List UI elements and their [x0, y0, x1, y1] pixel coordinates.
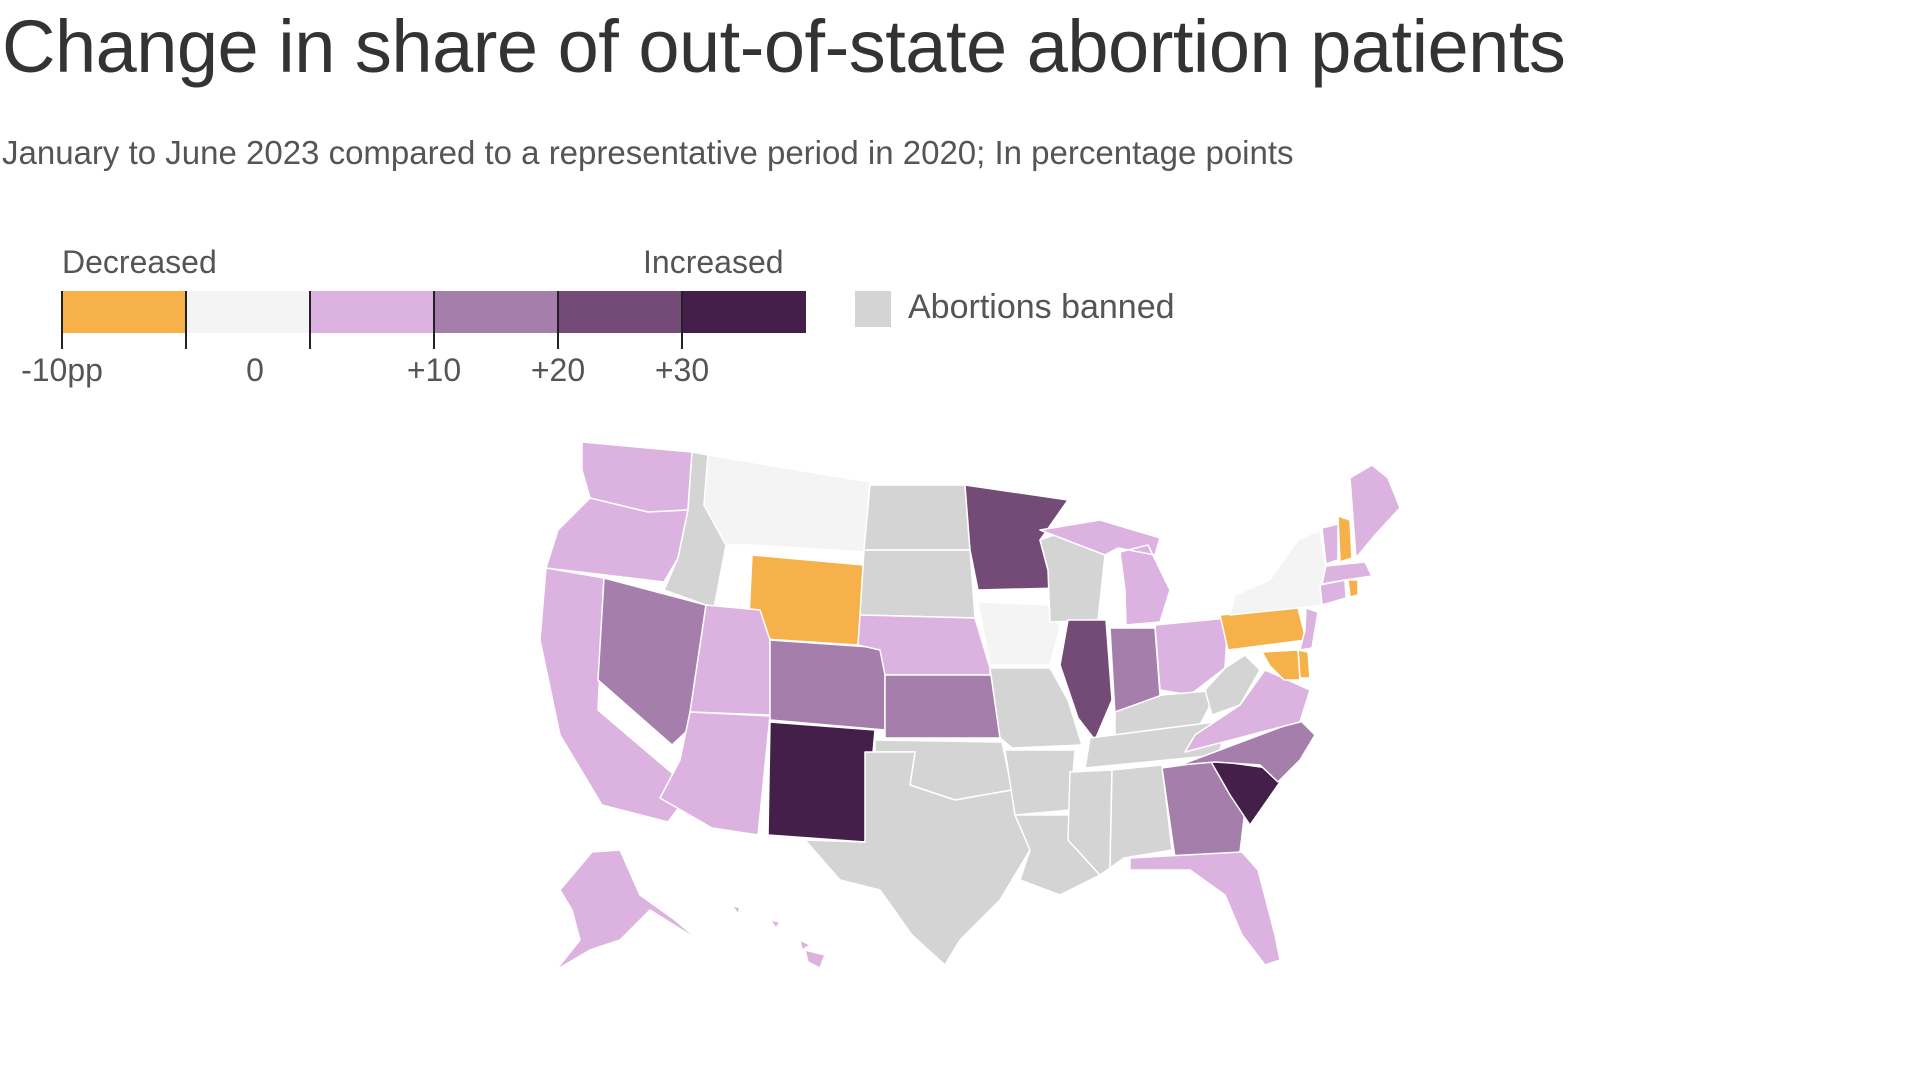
state-wv — [1204, 654, 1261, 716]
state-co — [769, 639, 886, 731]
state-ia — [977, 601, 1061, 666]
state-mi — [1039, 519, 1171, 626]
legend-tick-mark — [61, 291, 63, 349]
state-sc — [1209, 759, 1281, 826]
legend-tick-label: -10pp — [21, 352, 103, 388]
state-md — [1261, 649, 1301, 681]
legend-swatch-up20to30 — [558, 291, 682, 333]
state-nm — [767, 721, 876, 843]
state-or — [545, 497, 689, 583]
state-mt — [703, 454, 871, 553]
legend-swatch-decrease — [62, 291, 186, 333]
legend-banned-swatch — [855, 291, 891, 327]
legend-decreased-label: Decreased — [62, 244, 217, 280]
legend-tick-mark — [185, 291, 187, 349]
legend-swatch-up30plus — [682, 291, 806, 333]
state-nd — [863, 484, 971, 551]
state-hi — [731, 904, 826, 969]
legend-tick-label: +30 — [654, 352, 710, 388]
state-ri — [1347, 579, 1359, 598]
state-me — [1349, 464, 1401, 559]
legend-tick-mark — [433, 291, 435, 349]
state-oh — [1154, 617, 1229, 696]
state-fl — [1129, 851, 1281, 966]
state-ar — [1004, 749, 1076, 816]
legend-increased-label: Increased — [643, 244, 784, 280]
state-nc — [1179, 719, 1316, 783]
state-vt — [1321, 523, 1339, 565]
state-nv — [597, 577, 707, 746]
state-ny — [1229, 529, 1329, 616]
state-ms — [1067, 769, 1113, 876]
legend-tick-mark — [557, 291, 559, 349]
state-sd — [859, 549, 976, 619]
state-nj — [1299, 607, 1319, 651]
legend-swatch-up0to10 — [310, 291, 434, 333]
legend-tick-mark — [681, 291, 683, 349]
state-nh — [1337, 515, 1353, 563]
state-al — [1109, 764, 1173, 869]
legend-banned-label: Abortions banned — [908, 288, 1175, 326]
legend-swatch-up10to20 — [434, 291, 558, 333]
legend-tick-label: +20 — [530, 352, 586, 388]
state-tx — [804, 751, 1031, 966]
legend-swatch-zero — [186, 291, 310, 333]
chart-title: Change in share of out-of-state abortion… — [2, 5, 1566, 88]
state-mo — [989, 667, 1083, 749]
legend-tick-label: +10 — [406, 352, 462, 388]
legend-tick-label: 0 — [246, 352, 264, 388]
chart-subtitle: January to June 2023 compared to a repre… — [2, 134, 1294, 171]
state-ma — [1321, 561, 1373, 585]
legend-color-scale — [62, 291, 806, 333]
state-ks — [884, 674, 1001, 739]
legend-tick-mark — [309, 291, 311, 349]
state-ak — [555, 849, 711, 971]
